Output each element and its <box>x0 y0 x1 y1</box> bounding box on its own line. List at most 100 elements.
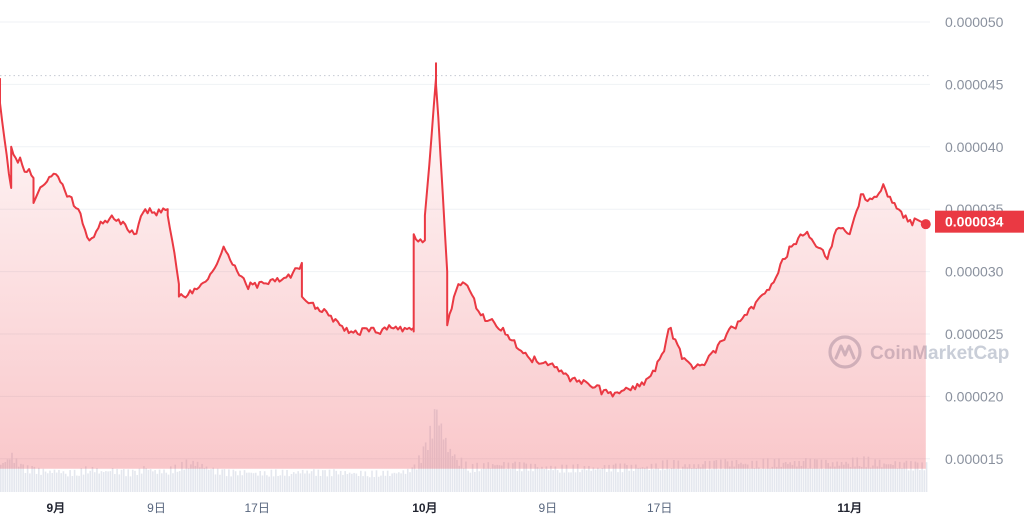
volume-bar <box>699 467 702 492</box>
volume-bar <box>145 468 147 492</box>
volume-bar <box>109 471 112 492</box>
volume-bar <box>167 474 170 492</box>
volume-bar <box>610 471 613 492</box>
volume-bar <box>825 459 827 492</box>
volume-bar <box>415 469 418 492</box>
volume-bar <box>400 473 402 492</box>
volume-bar <box>234 471 237 492</box>
volume-bar <box>762 458 765 492</box>
volume-bar <box>131 469 134 492</box>
volume-bar <box>485 468 487 492</box>
volume-bar <box>751 460 753 492</box>
volume-bar <box>268 476 270 492</box>
volume-bar <box>608 464 610 492</box>
volume-bar <box>554 466 557 492</box>
volume-bar <box>73 469 76 492</box>
volume-bar <box>744 463 747 492</box>
volume-bar <box>753 468 756 492</box>
volume-bar <box>858 466 861 492</box>
y-tick-label: 0.000030 <box>945 264 1004 280</box>
volume-bar <box>639 467 642 492</box>
volume-bar <box>796 466 798 492</box>
volume-bar <box>465 461 467 492</box>
volume-bar <box>912 470 914 492</box>
volume-bar <box>404 473 407 492</box>
volume-bar <box>793 460 796 492</box>
volume-bar <box>270 469 273 492</box>
volume-bar <box>15 458 18 492</box>
volume-bar <box>281 469 284 492</box>
x-tick-label: 17日 <box>647 501 672 515</box>
volume-bar <box>869 467 872 492</box>
volume-bar <box>44 471 47 492</box>
volume-bar <box>199 467 201 492</box>
volume-bar <box>597 467 599 492</box>
volume-bar <box>156 473 159 492</box>
volume-bar <box>272 476 275 492</box>
volume-bar <box>129 476 132 492</box>
volume-bar <box>250 472 253 492</box>
volume-bar <box>460 457 463 492</box>
volume-bar <box>127 469 130 492</box>
volume-bar <box>322 470 324 492</box>
volume-bar <box>644 467 646 492</box>
volume-bar <box>216 468 219 492</box>
volume-bar <box>13 462 16 492</box>
volume-bar <box>778 458 780 492</box>
volume-bar <box>176 471 179 492</box>
volume-bar <box>847 463 850 492</box>
y-axis: 0.0000500.0000450.0000400.0000350.000030… <box>945 14 1004 467</box>
volume-bar <box>478 471 481 492</box>
volume-bar <box>252 473 255 492</box>
volume-bar <box>386 470 389 492</box>
volume-bar <box>599 469 601 492</box>
volume-bar <box>230 476 232 492</box>
volume-bar <box>80 468 83 492</box>
price-area-fill <box>0 63 926 469</box>
volume-bar <box>60 473 62 492</box>
volume-bar <box>583 466 586 492</box>
volume-bar <box>682 466 684 492</box>
volume-bar <box>673 459 675 492</box>
volume-bar <box>860 466 863 492</box>
volume-bar <box>158 469 161 492</box>
volume-bar <box>822 469 825 492</box>
volume-bar <box>728 466 731 492</box>
volume-bar <box>306 470 308 492</box>
volume-bar <box>521 471 523 492</box>
volume-bar <box>172 473 174 492</box>
volume-bar <box>364 471 367 492</box>
volume-bar <box>201 463 203 492</box>
volume-bar <box>248 472 250 492</box>
volume-bar <box>834 466 836 492</box>
volume-bar <box>503 461 505 492</box>
volume-bar <box>122 468 125 492</box>
volume-bar <box>628 470 630 492</box>
volume-bar <box>304 473 306 492</box>
volume-bar <box>735 459 738 492</box>
volume-bar <box>377 476 380 492</box>
volume-bar <box>724 459 727 492</box>
volume-bar <box>641 467 644 492</box>
volume-bar <box>865 467 867 492</box>
current-price-marker <box>920 219 931 230</box>
volume-bar <box>559 472 561 492</box>
volume-bar <box>344 471 346 492</box>
volume-bar <box>536 467 539 492</box>
volume-bar <box>116 468 118 492</box>
volume-bar <box>0 464 2 492</box>
volume-bar <box>49 470 51 492</box>
volume-bar <box>181 461 183 492</box>
volume-bar <box>483 463 485 492</box>
volume-bar <box>489 468 492 492</box>
volume-bar <box>373 477 376 492</box>
volume-bar <box>652 469 655 492</box>
volume-bar <box>69 470 71 492</box>
volume-bar <box>2 462 4 492</box>
volume-bar <box>702 464 704 492</box>
volume-bar <box>816 459 818 492</box>
volume-bar <box>11 452 13 492</box>
volume-bar <box>467 470 469 492</box>
